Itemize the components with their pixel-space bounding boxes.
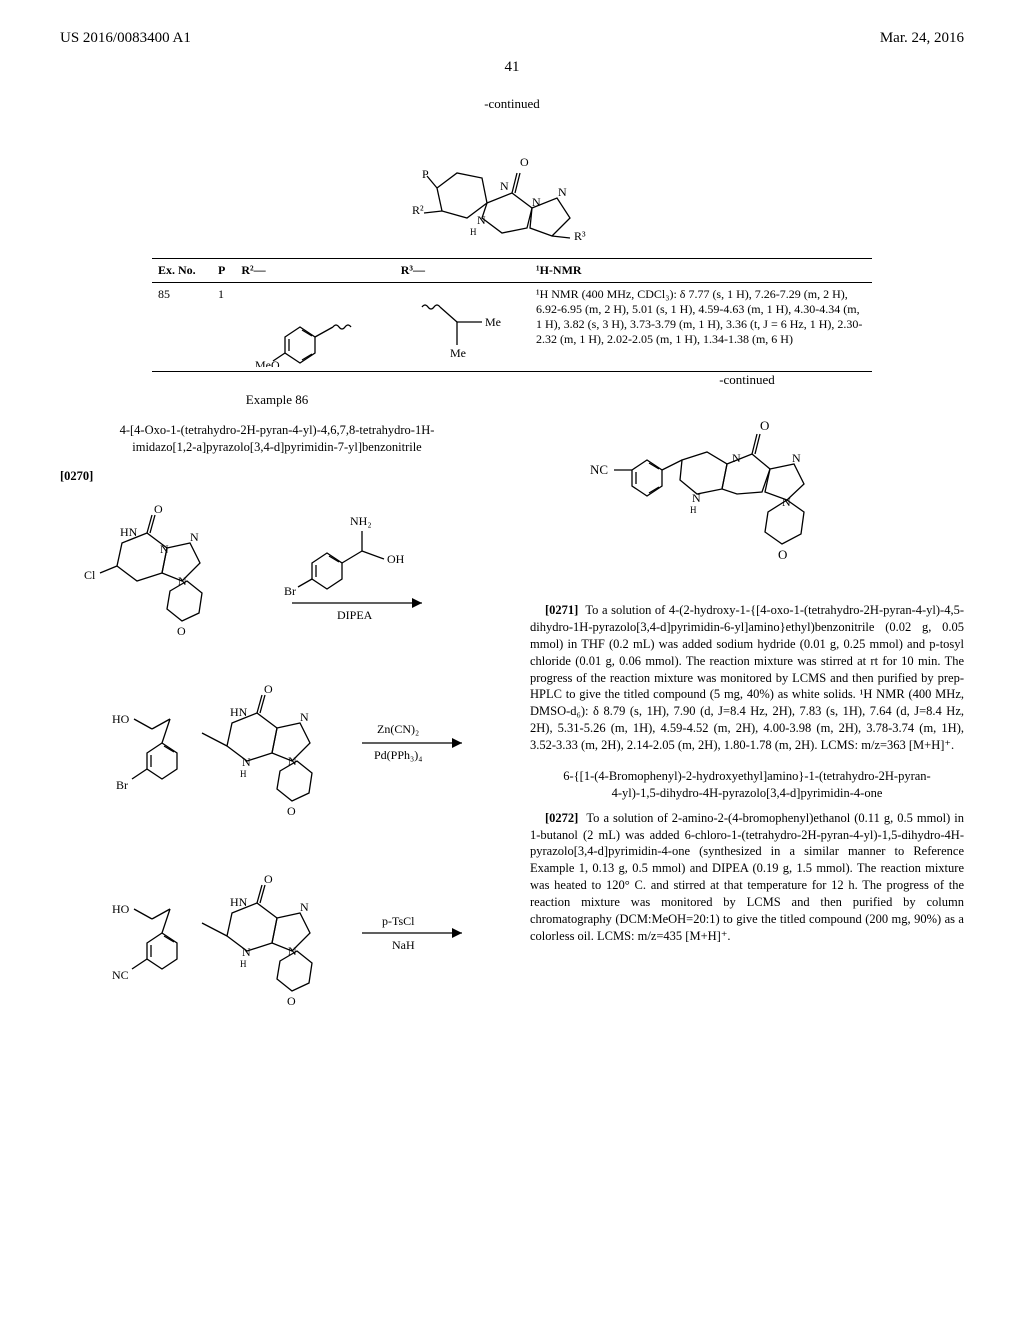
para-0271-text: To a solution of 4-(2-hydroxy-1-{[4-oxo-… — [530, 603, 964, 752]
col-nmr: ¹H-NMR — [530, 259, 872, 283]
cell-r3: Me Me — [395, 283, 530, 372]
svg-text:H: H — [240, 959, 247, 969]
svg-text:Cl: Cl — [84, 568, 96, 582]
cell-p: 1 — [212, 283, 235, 372]
svg-text:N: N — [190, 530, 199, 544]
reaction-scheme: O HN N N N Cl O — [60, 493, 494, 1093]
svg-text:N: N — [692, 491, 701, 505]
sub-heading: 6-{[1-(4-Bromophenyl)-2-hydroxyethyl]ami… — [560, 768, 934, 802]
r3-fragment-svg: Me Me — [412, 287, 512, 367]
svg-text:N: N — [500, 179, 509, 193]
r3-label-2: Me — [450, 346, 466, 360]
svg-text:R³: R³ — [574, 229, 586, 243]
page-header: US 2016/0083400 A1 Mar. 24, 2016 — [60, 30, 964, 47]
para-0271: [0271] To a solution of 4-(2-hydroxy-1-{… — [530, 602, 964, 754]
left-column: Example 86 4-[4-Oxo-1-(tetrahydro-2H-pyr… — [60, 372, 494, 1093]
svg-text:H: H — [690, 505, 697, 515]
svg-text:HN: HN — [120, 525, 138, 539]
product-svg: NC O N N N N — [582, 394, 912, 594]
para-0272: [0272] To a solution of 2-amino-2-(4-bro… — [530, 810, 964, 945]
svg-text:H: H — [470, 227, 477, 237]
nmr-table-wrap: Ex. No. P R²— R³— ¹H-NMR 85 1 — [152, 258, 872, 372]
svg-text:O: O — [177, 624, 186, 638]
columns: Example 86 4-[4-Oxo-1-(tetrahydro-2H-pyr… — [60, 372, 964, 1093]
svg-text:N: N — [242, 945, 251, 959]
continued-label-right: -continued — [530, 372, 964, 388]
continued-label-top: -continued — [60, 96, 964, 112]
table-header-row: Ex. No. P R²— R³— ¹H-NMR — [152, 259, 872, 283]
svg-text:NC: NC — [112, 968, 129, 982]
svg-text:N: N — [532, 195, 541, 209]
para-0270: [0270] — [60, 468, 494, 485]
svg-text:p-TsCl: p-TsCl — [382, 914, 415, 928]
svg-text:HN: HN — [230, 705, 248, 719]
svg-text:R²: R² — [412, 203, 424, 217]
svg-text:Zn(CN)₂: Zn(CN)₂ — [377, 722, 419, 736]
svg-text:Pd(PPh₃)₄: Pd(PPh₃)₄ — [374, 748, 422, 762]
r3-label-1: Me — [485, 315, 501, 329]
scheme-svg: O HN N N N Cl O — [62, 493, 492, 1093]
svg-text:N: N — [300, 900, 309, 914]
publication-number: US 2016/0083400 A1 — [60, 30, 191, 47]
svg-text:Br: Br — [284, 584, 296, 598]
svg-text:N: N — [792, 451, 801, 465]
cell-r2: MeO — [235, 283, 394, 372]
svg-text:N: N — [477, 213, 486, 227]
col-ex-no: Ex. No. — [152, 259, 212, 283]
table-row: 85 1 — [152, 283, 872, 372]
scaffold-svg: O N N N N H P R² R³ — [382, 118, 642, 248]
publication-date: Mar. 24, 2016 — [880, 30, 964, 47]
svg-text:N: N — [558, 185, 567, 199]
svg-text:N: N — [300, 710, 309, 724]
svg-text:O: O — [520, 155, 529, 169]
nmr-table: Ex. No. P R²— R³— ¹H-NMR 85 1 — [152, 258, 872, 372]
svg-text:H: H — [240, 769, 247, 779]
para-num-0270: [0270] — [60, 469, 93, 483]
svg-text:O: O — [264, 872, 273, 886]
svg-text:NC: NC — [590, 462, 608, 477]
col-r3: R³— — [395, 259, 530, 283]
svg-text:HO: HO — [112, 902, 130, 916]
compound-name: 4-[4-Oxo-1-(tetrahydro-2H-pyran-4-yl)-4,… — [100, 422, 454, 456]
scaffold-structure: O N N N N H P R² R³ — [60, 118, 964, 248]
cell-nmr: ¹H NMR (400 MHz, CDCl₃): δ 7.77 (s, 1 H)… — [530, 283, 872, 372]
svg-text:O: O — [264, 682, 273, 696]
svg-text:O: O — [287, 804, 296, 818]
col-r2: R²— — [235, 259, 394, 283]
para-0272-text: To a solution of 2-amino-2-(4-bromopheny… — [530, 811, 964, 943]
right-column: -continued NC O — [530, 372, 964, 1093]
r2-label: MeO — [255, 358, 280, 367]
cell-ex-no: 85 — [152, 283, 212, 372]
svg-text:OH: OH — [387, 552, 405, 566]
svg-text:O: O — [287, 994, 296, 1008]
svg-text:N: N — [160, 542, 169, 556]
svg-text:P: P — [422, 167, 429, 181]
para-num-0271: [0271] — [545, 603, 578, 617]
svg-text:NH₂: NH₂ — [350, 514, 372, 528]
col-p: P — [212, 259, 235, 283]
svg-text:N: N — [242, 755, 251, 769]
svg-text:O: O — [778, 547, 787, 562]
svg-text:O: O — [154, 502, 163, 516]
svg-text:HN: HN — [230, 895, 248, 909]
svg-text:O: O — [760, 418, 769, 433]
page: US 2016/0083400 A1 Mar. 24, 2016 41 -con… — [0, 0, 1024, 1320]
product-structure: NC O N N N N — [530, 394, 964, 594]
example-label: Example 86 — [60, 392, 494, 408]
para-num-0272: [0272] — [545, 811, 578, 825]
r2-fragment-svg: MeO — [255, 287, 375, 367]
page-number: 41 — [60, 59, 964, 76]
svg-text:HO: HO — [112, 712, 130, 726]
svg-text:Br: Br — [116, 778, 128, 792]
svg-text:NaH: NaH — [392, 938, 415, 952]
reagent-1: DIPEA — [337, 608, 373, 622]
svg-text:N: N — [732, 451, 741, 465]
